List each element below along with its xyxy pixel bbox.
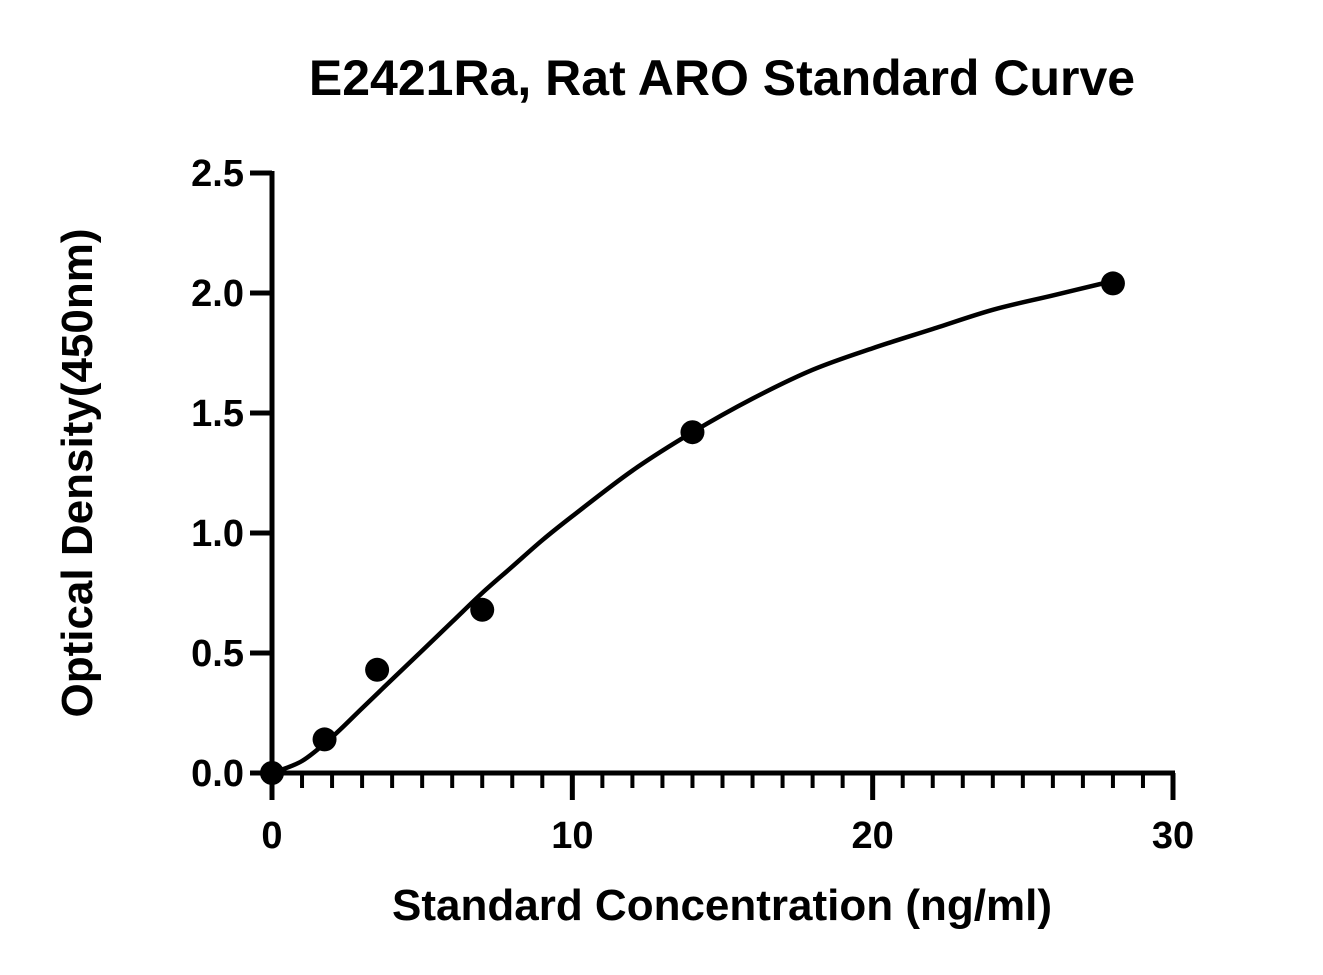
data-point xyxy=(1100,271,1125,296)
data-point xyxy=(312,727,337,752)
x-tick-label: 20 xyxy=(852,815,894,857)
data-point xyxy=(365,657,390,682)
fit-curve-line xyxy=(269,278,1116,776)
tick-labels: 0.0 0.5 1.0 1.5 2.0 2.5 0 10 20 30 xyxy=(191,153,1194,857)
y-axis-label: Optical Density(450nm) xyxy=(53,228,102,717)
y-tick-label: 0.0 xyxy=(191,753,244,795)
data-point xyxy=(260,761,284,785)
y-tick-label: 0.5 xyxy=(191,633,244,675)
y-tick-label: 1.0 xyxy=(191,513,244,555)
y-tick-label: 2.0 xyxy=(191,273,244,315)
x-tick-label: 30 xyxy=(1152,815,1194,857)
data-point xyxy=(680,420,705,445)
y-tick-label: 1.5 xyxy=(191,393,244,435)
fit-curve-layer xyxy=(269,278,1116,776)
data-points xyxy=(260,271,1125,785)
tick-marks xyxy=(250,170,1176,800)
x-axis-label: Standard Concentration (ng/ml) xyxy=(392,881,1052,930)
data-point xyxy=(470,597,495,622)
y-tick-label: 2.5 xyxy=(191,153,244,195)
chart-title: E2421Ra, Rat ARO Standard Curve xyxy=(309,50,1135,106)
x-tick-label: 10 xyxy=(551,815,593,857)
x-tick-label: 0 xyxy=(261,815,282,857)
